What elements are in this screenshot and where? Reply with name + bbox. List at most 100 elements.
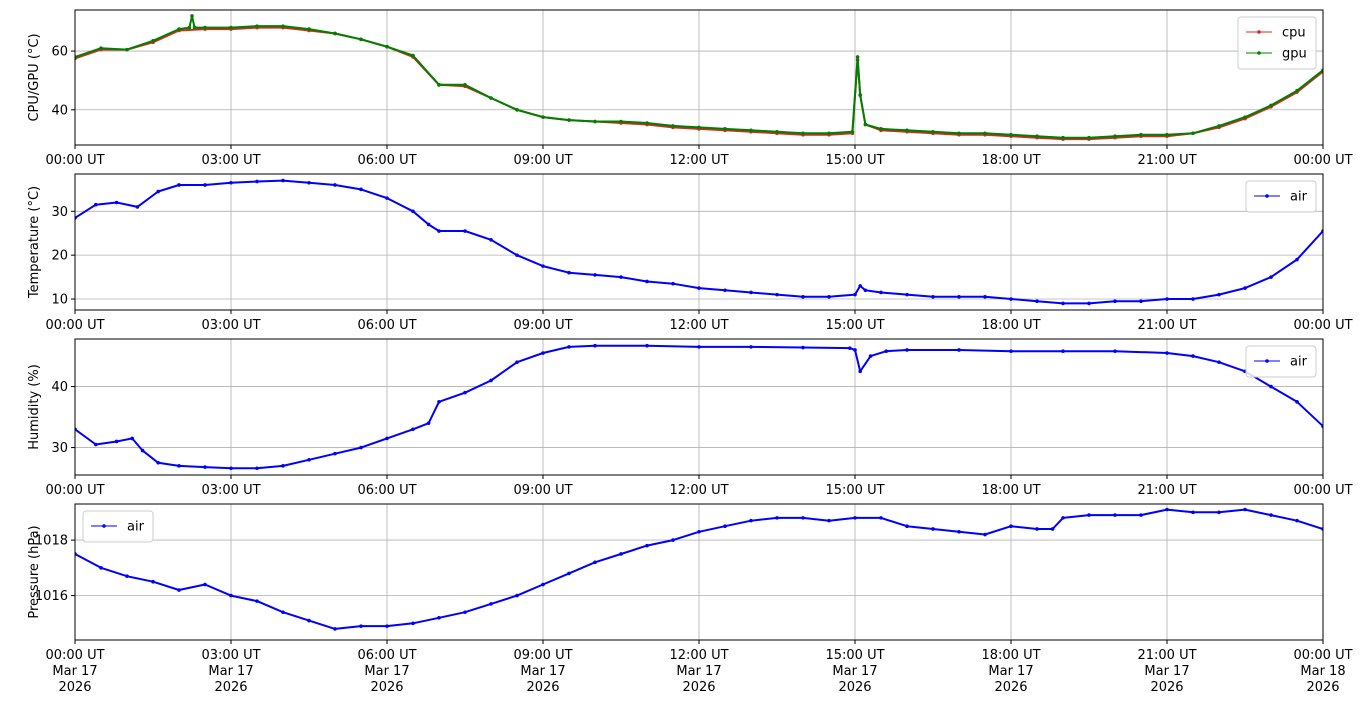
x-tick-label: 21:00 UT — [1137, 483, 1196, 498]
y-axis-label: CPU/GPU (°C) — [27, 33, 42, 121]
data-point — [489, 238, 493, 242]
data-point — [515, 360, 519, 364]
data-point — [151, 39, 155, 43]
data-point — [1243, 286, 1247, 290]
data-point — [203, 25, 207, 30]
data-point — [411, 427, 415, 432]
legend-marker — [1257, 51, 1261, 55]
data-point — [411, 209, 415, 214]
data-point — [957, 529, 961, 534]
legend-marker — [1265, 194, 1269, 198]
data-point — [1087, 301, 1091, 306]
data-point — [1009, 349, 1013, 353]
legend-box — [1245, 345, 1317, 378]
data-point — [850, 129, 855, 134]
data-point — [1165, 132, 1169, 137]
data-point — [229, 593, 233, 598]
data-point — [1113, 299, 1117, 304]
y-axis-label: Temperature (°C) — [27, 186, 42, 299]
x-tick-label: 00:00 UT — [45, 318, 104, 333]
legend-label: air — [1290, 355, 1308, 370]
data-point — [463, 390, 467, 395]
data-point — [359, 624, 363, 628]
panel-3: 00:00 UT 03:00 UT 06:00 UT 09:00 UT 12:00 UT… — [27, 338, 1353, 498]
data-point — [884, 349, 888, 353]
x-tick-label: 00:00 UT — [45, 153, 104, 168]
data-point — [192, 25, 197, 30]
data-point — [229, 180, 233, 185]
data-point — [619, 275, 623, 279]
data-point — [848, 346, 852, 350]
data-point — [411, 621, 415, 626]
data-point — [437, 229, 441, 233]
data-point — [858, 93, 862, 97]
series-line-air — [75, 508, 1323, 630]
legend: cpu gpu — [1237, 16, 1317, 70]
data-point — [1295, 518, 1299, 523]
data-point — [567, 345, 571, 349]
y-axis-label: Pressure (hPa) — [27, 525, 42, 618]
legend-marker — [102, 524, 106, 528]
legend: air — [82, 510, 154, 543]
data-point — [1191, 510, 1195, 515]
x-tick-label: 12:00 UT — [669, 483, 728, 498]
data-point — [463, 610, 467, 615]
x-tick-label: 03:00 UT Mar 17 2026 — [201, 648, 260, 695]
data-point — [94, 202, 98, 207]
y-axis-label: Humidity (%) — [27, 364, 42, 450]
data-point — [749, 128, 753, 133]
x-tick-label: 06:00 UT — [357, 153, 416, 168]
data-point — [437, 615, 441, 620]
data-point — [229, 466, 233, 471]
data-point — [1165, 507, 1169, 512]
x-tick-label: 18:00 UT — [981, 318, 1040, 333]
data-point — [489, 378, 493, 383]
data-point — [114, 200, 119, 205]
data-point — [723, 524, 727, 529]
data-point — [593, 119, 597, 124]
y-tick-label: 30 — [51, 205, 68, 220]
data-point — [879, 516, 883, 520]
x-tick-label: 00:00 UT — [45, 483, 104, 498]
data-point — [333, 451, 337, 456]
data-point — [177, 464, 181, 468]
x-tick-label: 03:00 UT — [201, 483, 260, 498]
x-tick-label: 06:00 UT — [357, 318, 416, 333]
data-point — [853, 292, 857, 297]
x-tick-label: 00:00 UT — [1293, 483, 1352, 498]
data-point — [671, 538, 675, 542]
data-point — [1035, 299, 1039, 304]
x-tick-label: 12:00 UT Mar 17 2026 — [669, 648, 728, 695]
data-point — [1061, 135, 1065, 140]
data-point — [114, 439, 119, 444]
data-point — [697, 529, 701, 534]
data-point — [359, 445, 363, 450]
data-point — [541, 115, 545, 119]
data-point — [385, 436, 389, 441]
data-point — [515, 253, 519, 257]
data-point — [515, 107, 519, 112]
data-point — [723, 127, 727, 131]
series-gpu — [75, 14, 1323, 140]
data-point — [94, 442, 98, 447]
data-point — [281, 178, 285, 183]
x-tick-label: 21:00 UT — [1137, 153, 1196, 168]
x-tick-label: 00:00 UT Mar 17 2026 — [45, 648, 104, 695]
data-point — [1217, 360, 1221, 364]
data-point — [827, 518, 831, 523]
data-point — [190, 14, 194, 18]
data-point — [187, 25, 192, 30]
data-point — [749, 345, 753, 349]
x-tick-label: 06:00 UT — [357, 483, 416, 498]
data-point — [983, 295, 987, 299]
x-tick-label: 00:00 UT — [1293, 318, 1352, 333]
data-point — [1139, 299, 1143, 304]
data-point — [1295, 88, 1299, 93]
data-point — [140, 448, 145, 453]
data-point — [855, 55, 860, 59]
data-point — [801, 131, 805, 136]
legend-label: air — [1290, 190, 1308, 205]
data-point — [307, 457, 311, 462]
data-point — [827, 295, 831, 299]
data-point — [775, 516, 779, 520]
